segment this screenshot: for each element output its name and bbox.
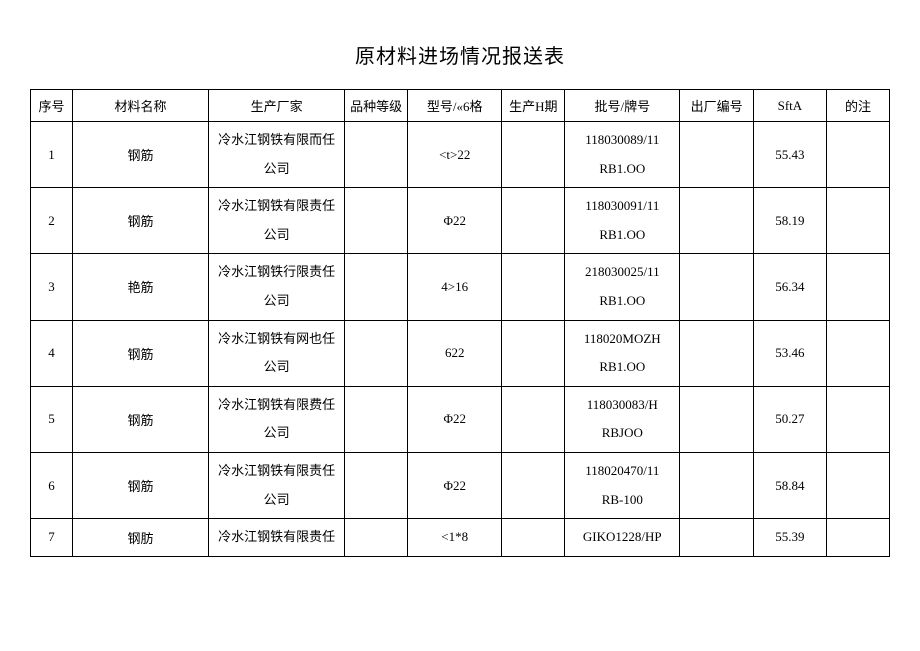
- cell-sfta: 56.34: [753, 254, 826, 320]
- cell-seq: 6: [31, 452, 73, 518]
- cell-batch: GIKO1228/HP: [565, 519, 680, 557]
- cell-grade: [345, 320, 408, 386]
- cell-note: [827, 519, 890, 557]
- cell-date: [502, 254, 565, 320]
- cell-name: 艳筋: [72, 254, 208, 320]
- cell-manufacturer: 冷水江钢铁有限责任公司: [209, 188, 345, 254]
- cell-factory-number: [680, 386, 753, 452]
- cell-date: [502, 386, 565, 452]
- cell-seq: 5: [31, 386, 73, 452]
- cell-factory-number: [680, 122, 753, 188]
- cell-seq: 7: [31, 519, 73, 557]
- cell-note: [827, 452, 890, 518]
- header-name: 材料名称: [72, 90, 208, 122]
- cell-model: Φ22: [408, 386, 502, 452]
- table-row: 1钢筋冷水江钢铁有限而任公司 <t>22 118030089/11RB1.OO 55.…: [31, 122, 890, 188]
- cell-name: 钢筋: [72, 188, 208, 254]
- header-seq: 序号: [31, 90, 73, 122]
- cell-seq: 4: [31, 320, 73, 386]
- cell-sfta: 58.84: [753, 452, 826, 518]
- header-batch: 批号/牌号: [565, 90, 680, 122]
- table-body: 1钢筋冷水江钢铁有限而任公司<t>22118030089/11RB1.OO55.…: [31, 122, 890, 557]
- materials-table: 序号 材料名称 生产厂家 品种等级 型号/«6格 生产H期 批号/牌号 出厂编号…: [30, 89, 890, 557]
- cell-name: 钢筋: [72, 122, 208, 188]
- cell-batch: 118030089/11RB1.OO: [565, 122, 680, 188]
- cell-date: [502, 519, 565, 557]
- cell-seq: 3: [31, 254, 73, 320]
- cell-manufacturer: 冷水江钢铁有限而任公司: [209, 122, 345, 188]
- cell-model: Φ22: [408, 452, 502, 518]
- cell-date: [502, 320, 565, 386]
- cell-grade: [345, 188, 408, 254]
- cell-grade: [345, 386, 408, 452]
- cell-seq: 2: [31, 188, 73, 254]
- table-row: 5钢筋冷水江钢铁有限费任公司 Φ22 118030083/HRBJOO 50.27: [31, 386, 890, 452]
- header-mfr: 生产厂家: [209, 90, 345, 122]
- cell-model: 4>16: [408, 254, 502, 320]
- cell-sfta: 53.46: [753, 320, 826, 386]
- cell-grade: [345, 254, 408, 320]
- cell-manufacturer: 冷水江钢铁有限费任公司: [209, 386, 345, 452]
- table-row: 7钢肪冷水江钢铁有限贵任 <1*8 GIKO1228/HP 55.39: [31, 519, 890, 557]
- header-sfta: SftA: [753, 90, 826, 122]
- cell-factory-number: [680, 452, 753, 518]
- table-header-row: 序号 材料名称 生产厂家 品种等级 型号/«6格 生产H期 批号/牌号 出厂编号…: [31, 90, 890, 122]
- cell-factory-number: [680, 254, 753, 320]
- cell-model: <t>22: [408, 122, 502, 188]
- cell-batch: 218030025/11RB1.OO: [565, 254, 680, 320]
- cell-model: Φ22: [408, 188, 502, 254]
- header-date: 生产H期: [502, 90, 565, 122]
- cell-batch: 118020MOZHRB1.OO: [565, 320, 680, 386]
- cell-factory-number: [680, 320, 753, 386]
- cell-name: 钢筋: [72, 320, 208, 386]
- cell-sfta: 58.19: [753, 188, 826, 254]
- cell-sfta: 50.27: [753, 386, 826, 452]
- table-row: 4钢筋冷水江钢铁有网也任公司 622 118020MOZHRB1.OO 53.46: [31, 320, 890, 386]
- cell-name: 钢筋: [72, 386, 208, 452]
- cell-grade: [345, 519, 408, 557]
- cell-sfta: 55.39: [753, 519, 826, 557]
- cell-manufacturer: 冷水江钢铁有网也任公司: [209, 320, 345, 386]
- header-factno: 出厂编号: [680, 90, 753, 122]
- cell-factory-number: [680, 519, 753, 557]
- cell-note: [827, 122, 890, 188]
- cell-name: 钢肪: [72, 519, 208, 557]
- cell-model: 622: [408, 320, 502, 386]
- cell-grade: [345, 122, 408, 188]
- cell-date: [502, 452, 565, 518]
- cell-manufacturer: 冷水江钢铁有限责任公司: [209, 452, 345, 518]
- cell-note: [827, 188, 890, 254]
- cell-model: <1*8: [408, 519, 502, 557]
- table-row: 3艳筋冷水江钢铁行限责任公司 4>16 218030025/11RB1.OO 56.3…: [31, 254, 890, 320]
- header-note: 的注: [827, 90, 890, 122]
- cell-date: [502, 188, 565, 254]
- cell-date: [502, 122, 565, 188]
- cell-note: [827, 386, 890, 452]
- cell-seq: 1: [31, 122, 73, 188]
- header-grade: 品种等级: [345, 90, 408, 122]
- table-row: 6钢筋冷水江钢铁有限责任公司 Φ22 118020470/11RB-100 58.84: [31, 452, 890, 518]
- cell-factory-number: [680, 188, 753, 254]
- cell-manufacturer: 冷水江钢铁有限贵任: [209, 519, 345, 557]
- cell-batch: 118030083/HRBJOO: [565, 386, 680, 452]
- cell-sfta: 55.43: [753, 122, 826, 188]
- cell-batch: 118030091/11RB1.OO: [565, 188, 680, 254]
- cell-batch: 118020470/11RB-100: [565, 452, 680, 518]
- cell-note: [827, 320, 890, 386]
- header-model: 型号/«6格: [408, 90, 502, 122]
- cell-grade: [345, 452, 408, 518]
- table-row: 2钢筋冷水江钢铁有限责任公司 Φ22 118030091/11RB1.OO 58.19: [31, 188, 890, 254]
- page-title: 原材料进场情况报送表: [30, 40, 890, 69]
- cell-manufacturer: 冷水江钢铁行限责任公司: [209, 254, 345, 320]
- cell-name: 钢筋: [72, 452, 208, 518]
- cell-note: [827, 254, 890, 320]
